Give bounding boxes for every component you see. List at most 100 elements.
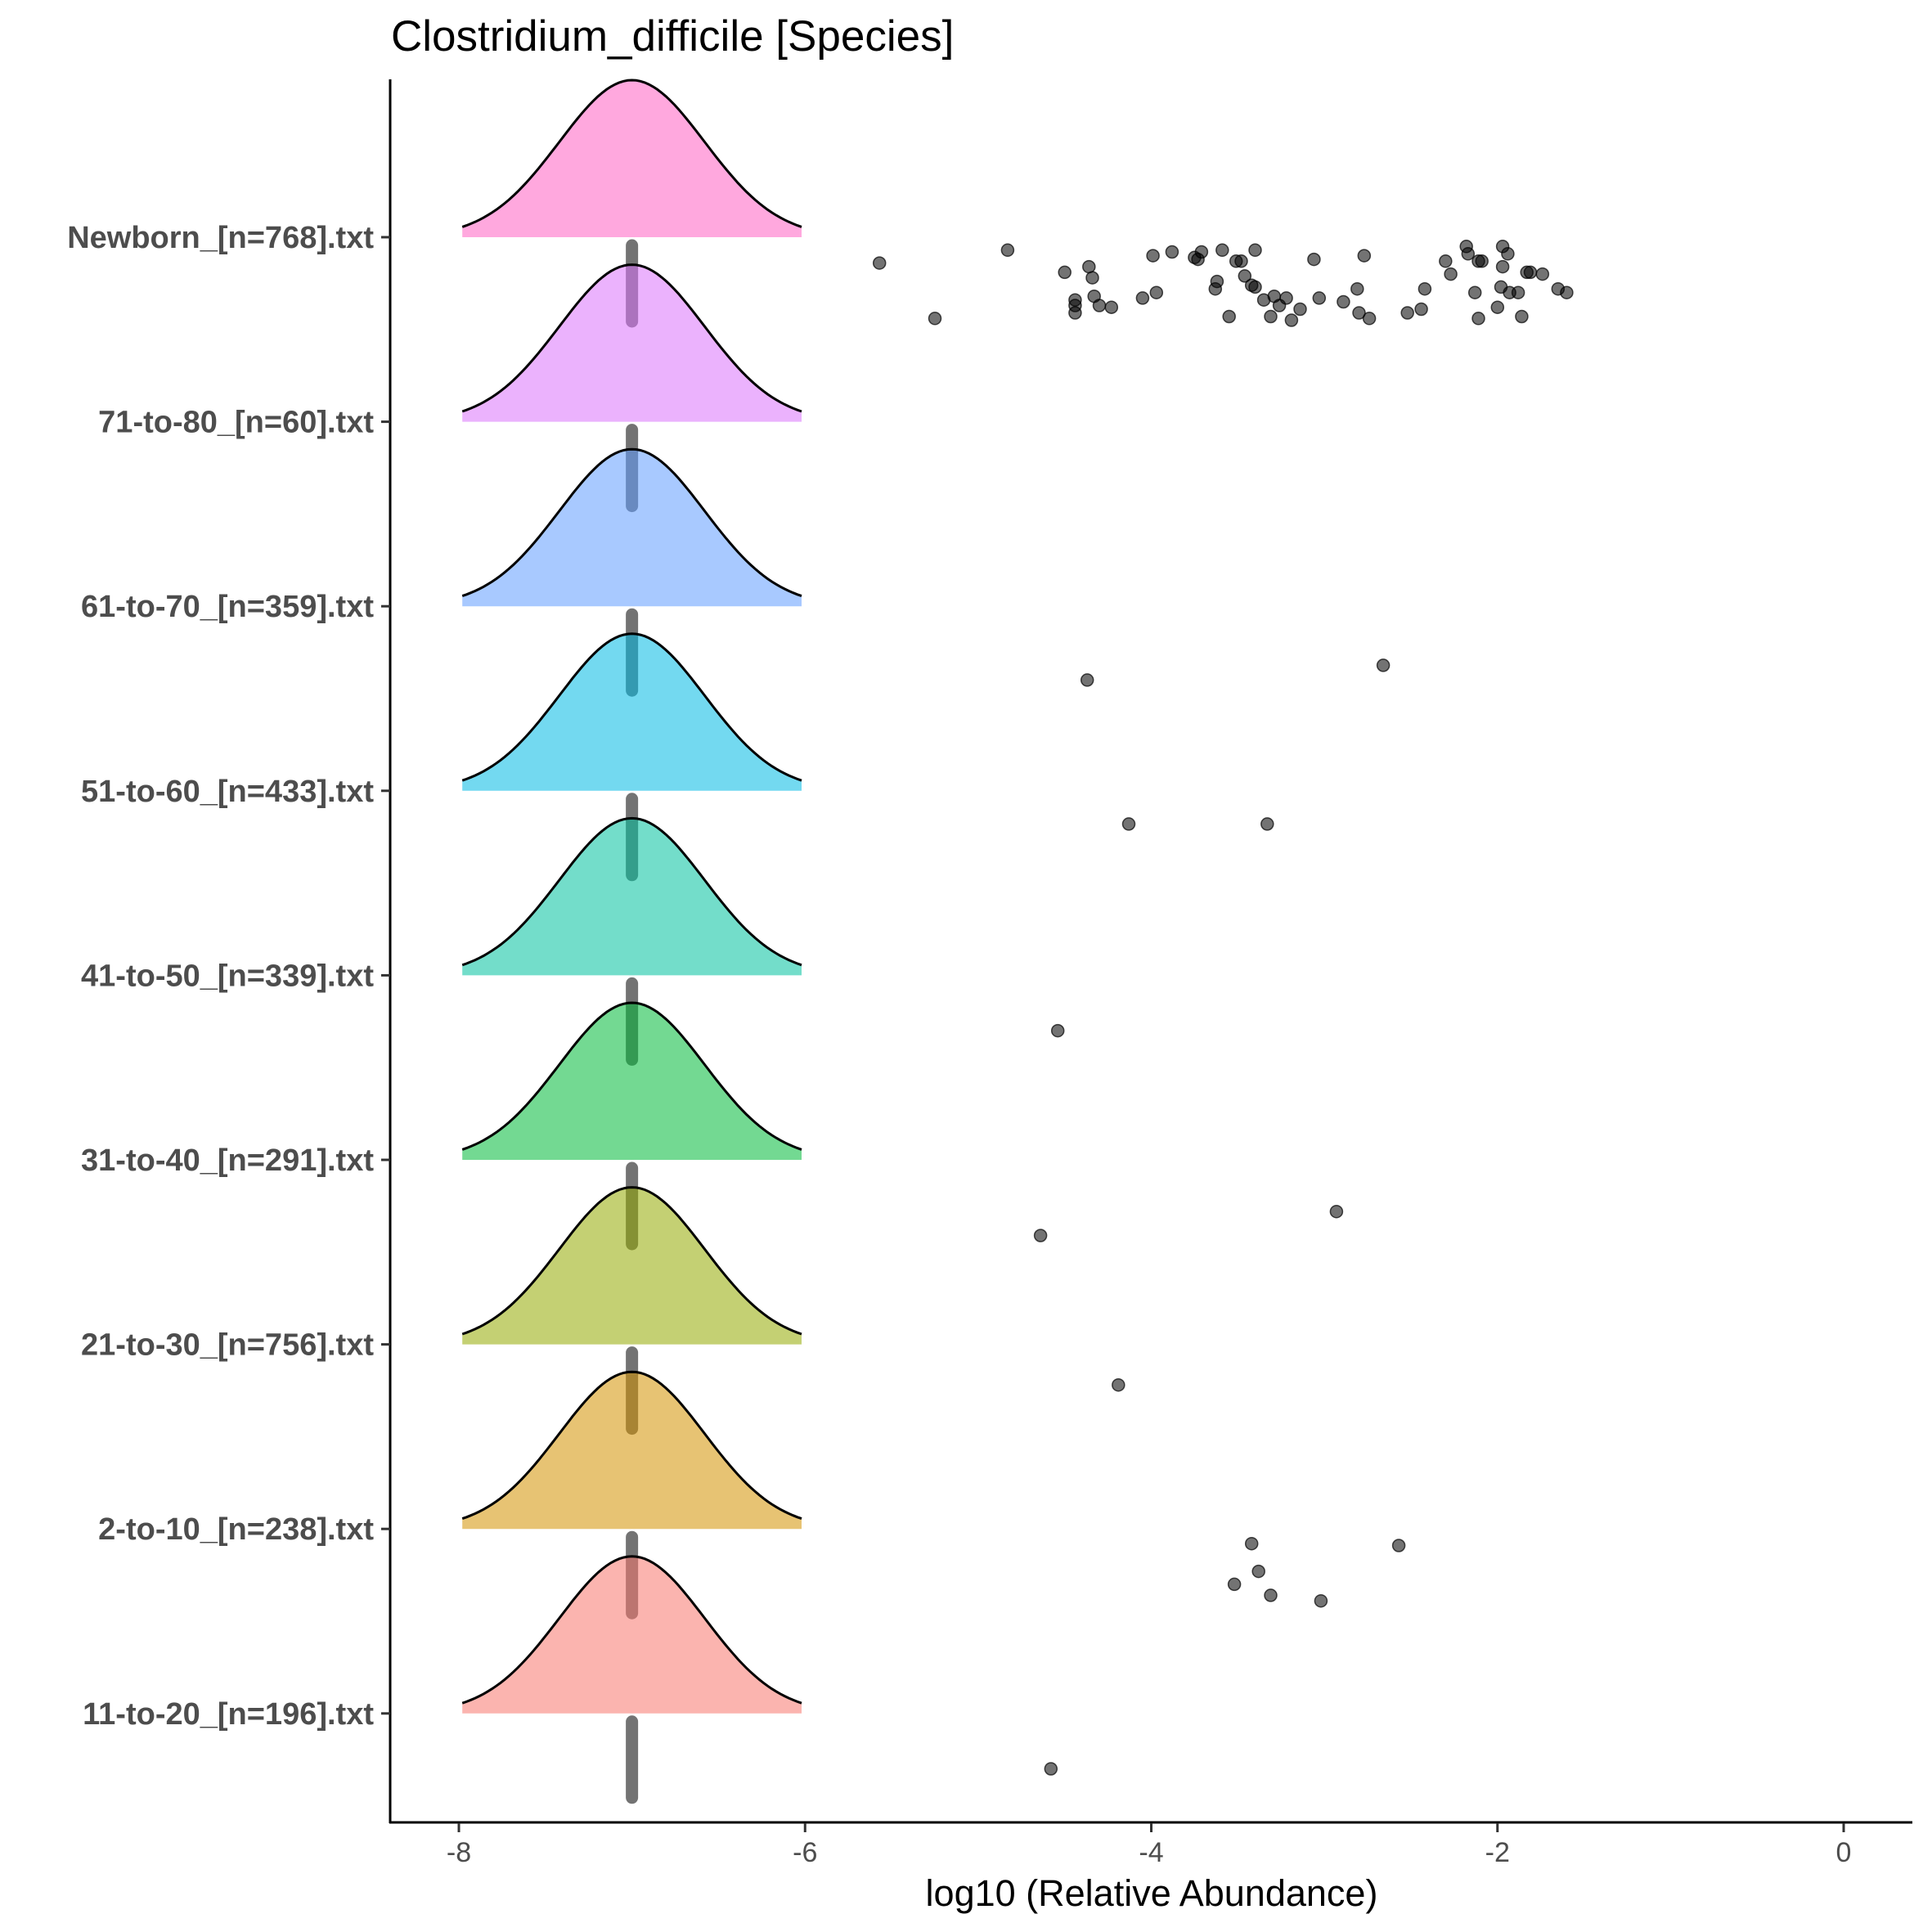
data-point <box>1238 269 1252 283</box>
density-line <box>461 1555 802 1705</box>
data-point <box>1222 309 1236 324</box>
y-tick-label: 51-to-60_[n=433].txt <box>81 775 374 809</box>
data-point <box>1560 285 1574 299</box>
data-point <box>1312 291 1327 305</box>
data-point <box>1146 249 1160 263</box>
data-point <box>1058 265 1072 280</box>
data-point <box>1215 243 1229 258</box>
points-layer <box>872 240 1574 1776</box>
x-tick-label: -2 <box>1485 1837 1510 1868</box>
y-tick-label: 2-to-10_[n=238].txt <box>98 1512 374 1547</box>
data-point <box>1165 245 1179 259</box>
density-area <box>462 818 802 976</box>
data-point <box>1444 267 1458 281</box>
x-ticks-layer: -8 -6 -4 -2 0 <box>447 1823 1852 1868</box>
data-point <box>1439 254 1453 268</box>
x-axis-label: log10 (Relative Abundance) <box>926 1872 1378 1914</box>
data-point <box>1418 281 1432 296</box>
data-point <box>1535 267 1550 281</box>
data-point <box>1376 658 1391 672</box>
data-point <box>1244 1536 1259 1551</box>
data-point <box>1050 1023 1065 1038</box>
data-point <box>1210 274 1224 289</box>
data-point <box>1251 1564 1265 1579</box>
density-line <box>461 1001 802 1151</box>
data-point <box>1293 302 1307 317</box>
data-point <box>1391 1539 1406 1552</box>
data-point <box>1234 254 1248 268</box>
data-point <box>1264 1588 1278 1602</box>
density-area <box>462 449 802 607</box>
data-point <box>1490 300 1505 314</box>
data-point <box>1467 285 1482 299</box>
data-point <box>872 256 887 270</box>
density-area <box>462 264 802 422</box>
data-point <box>1357 249 1372 263</box>
data-point <box>1329 1204 1344 1219</box>
x-tick-label: 0 <box>1836 1837 1852 1868</box>
data-point <box>1092 299 1107 312</box>
data-point <box>1104 300 1119 314</box>
data-point <box>1501 247 1515 261</box>
data-point <box>1260 817 1274 831</box>
data-point <box>1149 285 1164 299</box>
axes-layer <box>389 79 1912 1824</box>
data-point <box>1121 817 1136 831</box>
ridges-layer <box>461 79 802 1804</box>
density-line <box>461 632 802 782</box>
data-point <box>1352 306 1366 320</box>
y-tick-label: 71-to-80_[n=60].txt <box>98 406 374 440</box>
density-line <box>461 79 802 228</box>
density-line <box>461 1186 802 1336</box>
data-point <box>1227 1577 1242 1592</box>
data-point <box>1461 247 1476 261</box>
data-point <box>1362 312 1377 326</box>
density-line <box>461 816 802 967</box>
data-point <box>1350 281 1364 296</box>
data-point <box>1248 280 1262 294</box>
x-tick-label: -4 <box>1139 1837 1163 1868</box>
y-tick-label: 11-to-20_[n=196].txt <box>83 1697 374 1732</box>
data-point <box>1337 294 1350 309</box>
y-ticks-layer: 11-to-20_[n=196].txt 2-to-10_[n=238].txt 2… <box>67 221 390 1732</box>
data-point <box>1471 312 1485 326</box>
density-line <box>461 447 802 598</box>
density-area <box>462 633 802 791</box>
density-line <box>461 1370 802 1521</box>
density-area <box>462 1187 802 1345</box>
x-tick-label: -8 <box>447 1837 471 1868</box>
data-point <box>1248 243 1262 258</box>
data-point <box>1314 1593 1328 1608</box>
data-point <box>1194 245 1209 259</box>
chart-title: Clostridium_difficile [Species] <box>391 12 954 61</box>
data-point <box>1135 291 1150 305</box>
data-point <box>1085 271 1099 285</box>
data-point <box>1475 254 1489 268</box>
data-point <box>1511 285 1525 299</box>
y-tick-label: 41-to-50_[n=339].txt <box>81 959 374 993</box>
data-point <box>1000 243 1015 258</box>
data-point <box>1400 306 1414 320</box>
density-area <box>462 1556 802 1714</box>
data-point <box>1515 309 1529 324</box>
density-area <box>462 80 802 237</box>
y-tick-label: 31-to-40_[n=291].txt <box>81 1143 374 1178</box>
data-point <box>1279 291 1293 305</box>
data-point <box>1082 259 1096 274</box>
data-point <box>1068 306 1082 320</box>
data-point <box>1284 313 1299 327</box>
density-area <box>462 1372 802 1530</box>
data-point <box>1495 259 1510 274</box>
y-tick-label: Newborn_[n=768].txt <box>67 221 374 255</box>
data-point <box>1033 1229 1048 1242</box>
data-point <box>1264 309 1278 324</box>
density-line <box>461 263 802 413</box>
y-tick-label: 21-to-30_[n=756].txt <box>81 1328 374 1363</box>
x-tick-label: -6 <box>793 1837 817 1868</box>
data-point <box>1523 265 1538 280</box>
data-point <box>928 312 942 326</box>
data-point <box>1112 1377 1126 1392</box>
density-area <box>462 1003 802 1160</box>
data-point <box>1307 252 1321 267</box>
